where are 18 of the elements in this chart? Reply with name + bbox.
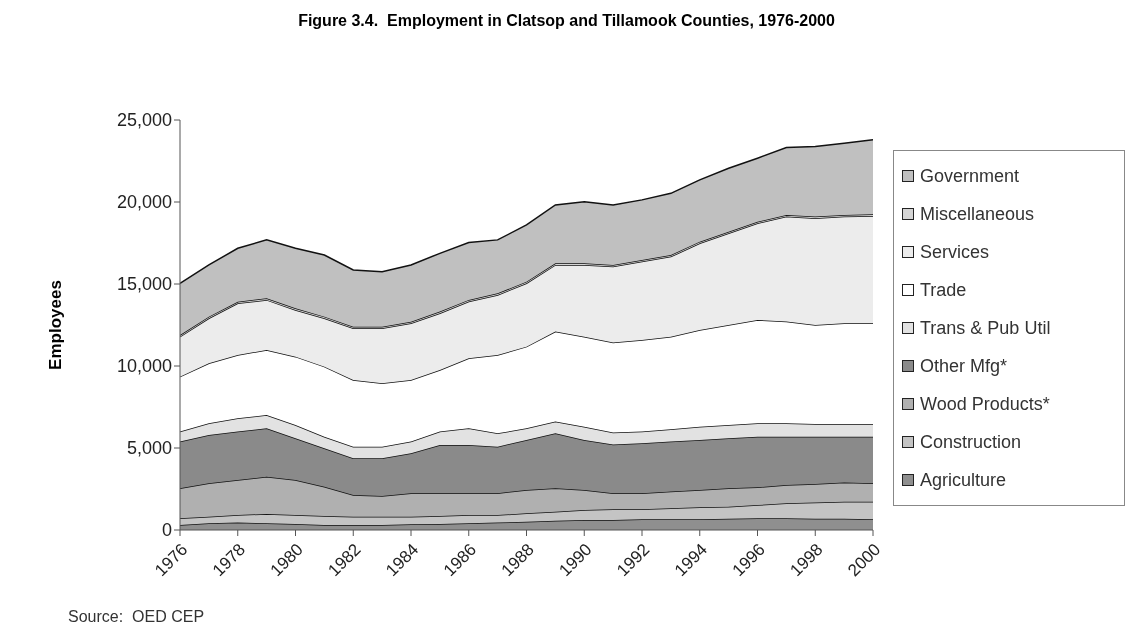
- y-tick-label: 20,000: [116, 192, 172, 213]
- y-tick-label: 15,000: [116, 274, 172, 295]
- y-tick-label: 25,000: [116, 110, 172, 131]
- legend-label: Construction: [920, 431, 1022, 453]
- text: Trade: [920, 279, 967, 301]
- legend-label: Other Mfg*: [920, 355, 1008, 377]
- legend-label: Miscellaneous: [920, 203, 1035, 225]
- y-tick-label: 0: [161, 520, 172, 541]
- y-tick-label: 10,000: [116, 356, 172, 377]
- y-axis-title: Employees: [46, 280, 66, 370]
- chart-title: Figure 3.4. Employment in Clatsop and Tillamook Counties, 1976-2000: [297, 12, 836, 30]
- y-tick-label: 5,000: [126, 438, 172, 459]
- legend-label: Government: [920, 165, 1020, 187]
- legend-label: Agriculture: [920, 469, 1007, 491]
- legend-label: Trans & Pub Util: [920, 317, 1051, 339]
- legend-label: Services: [920, 241, 990, 263]
- source-note: Source: OED CEP: [68, 608, 205, 626]
- legend-label: Wood Products*: [920, 393, 1050, 415]
